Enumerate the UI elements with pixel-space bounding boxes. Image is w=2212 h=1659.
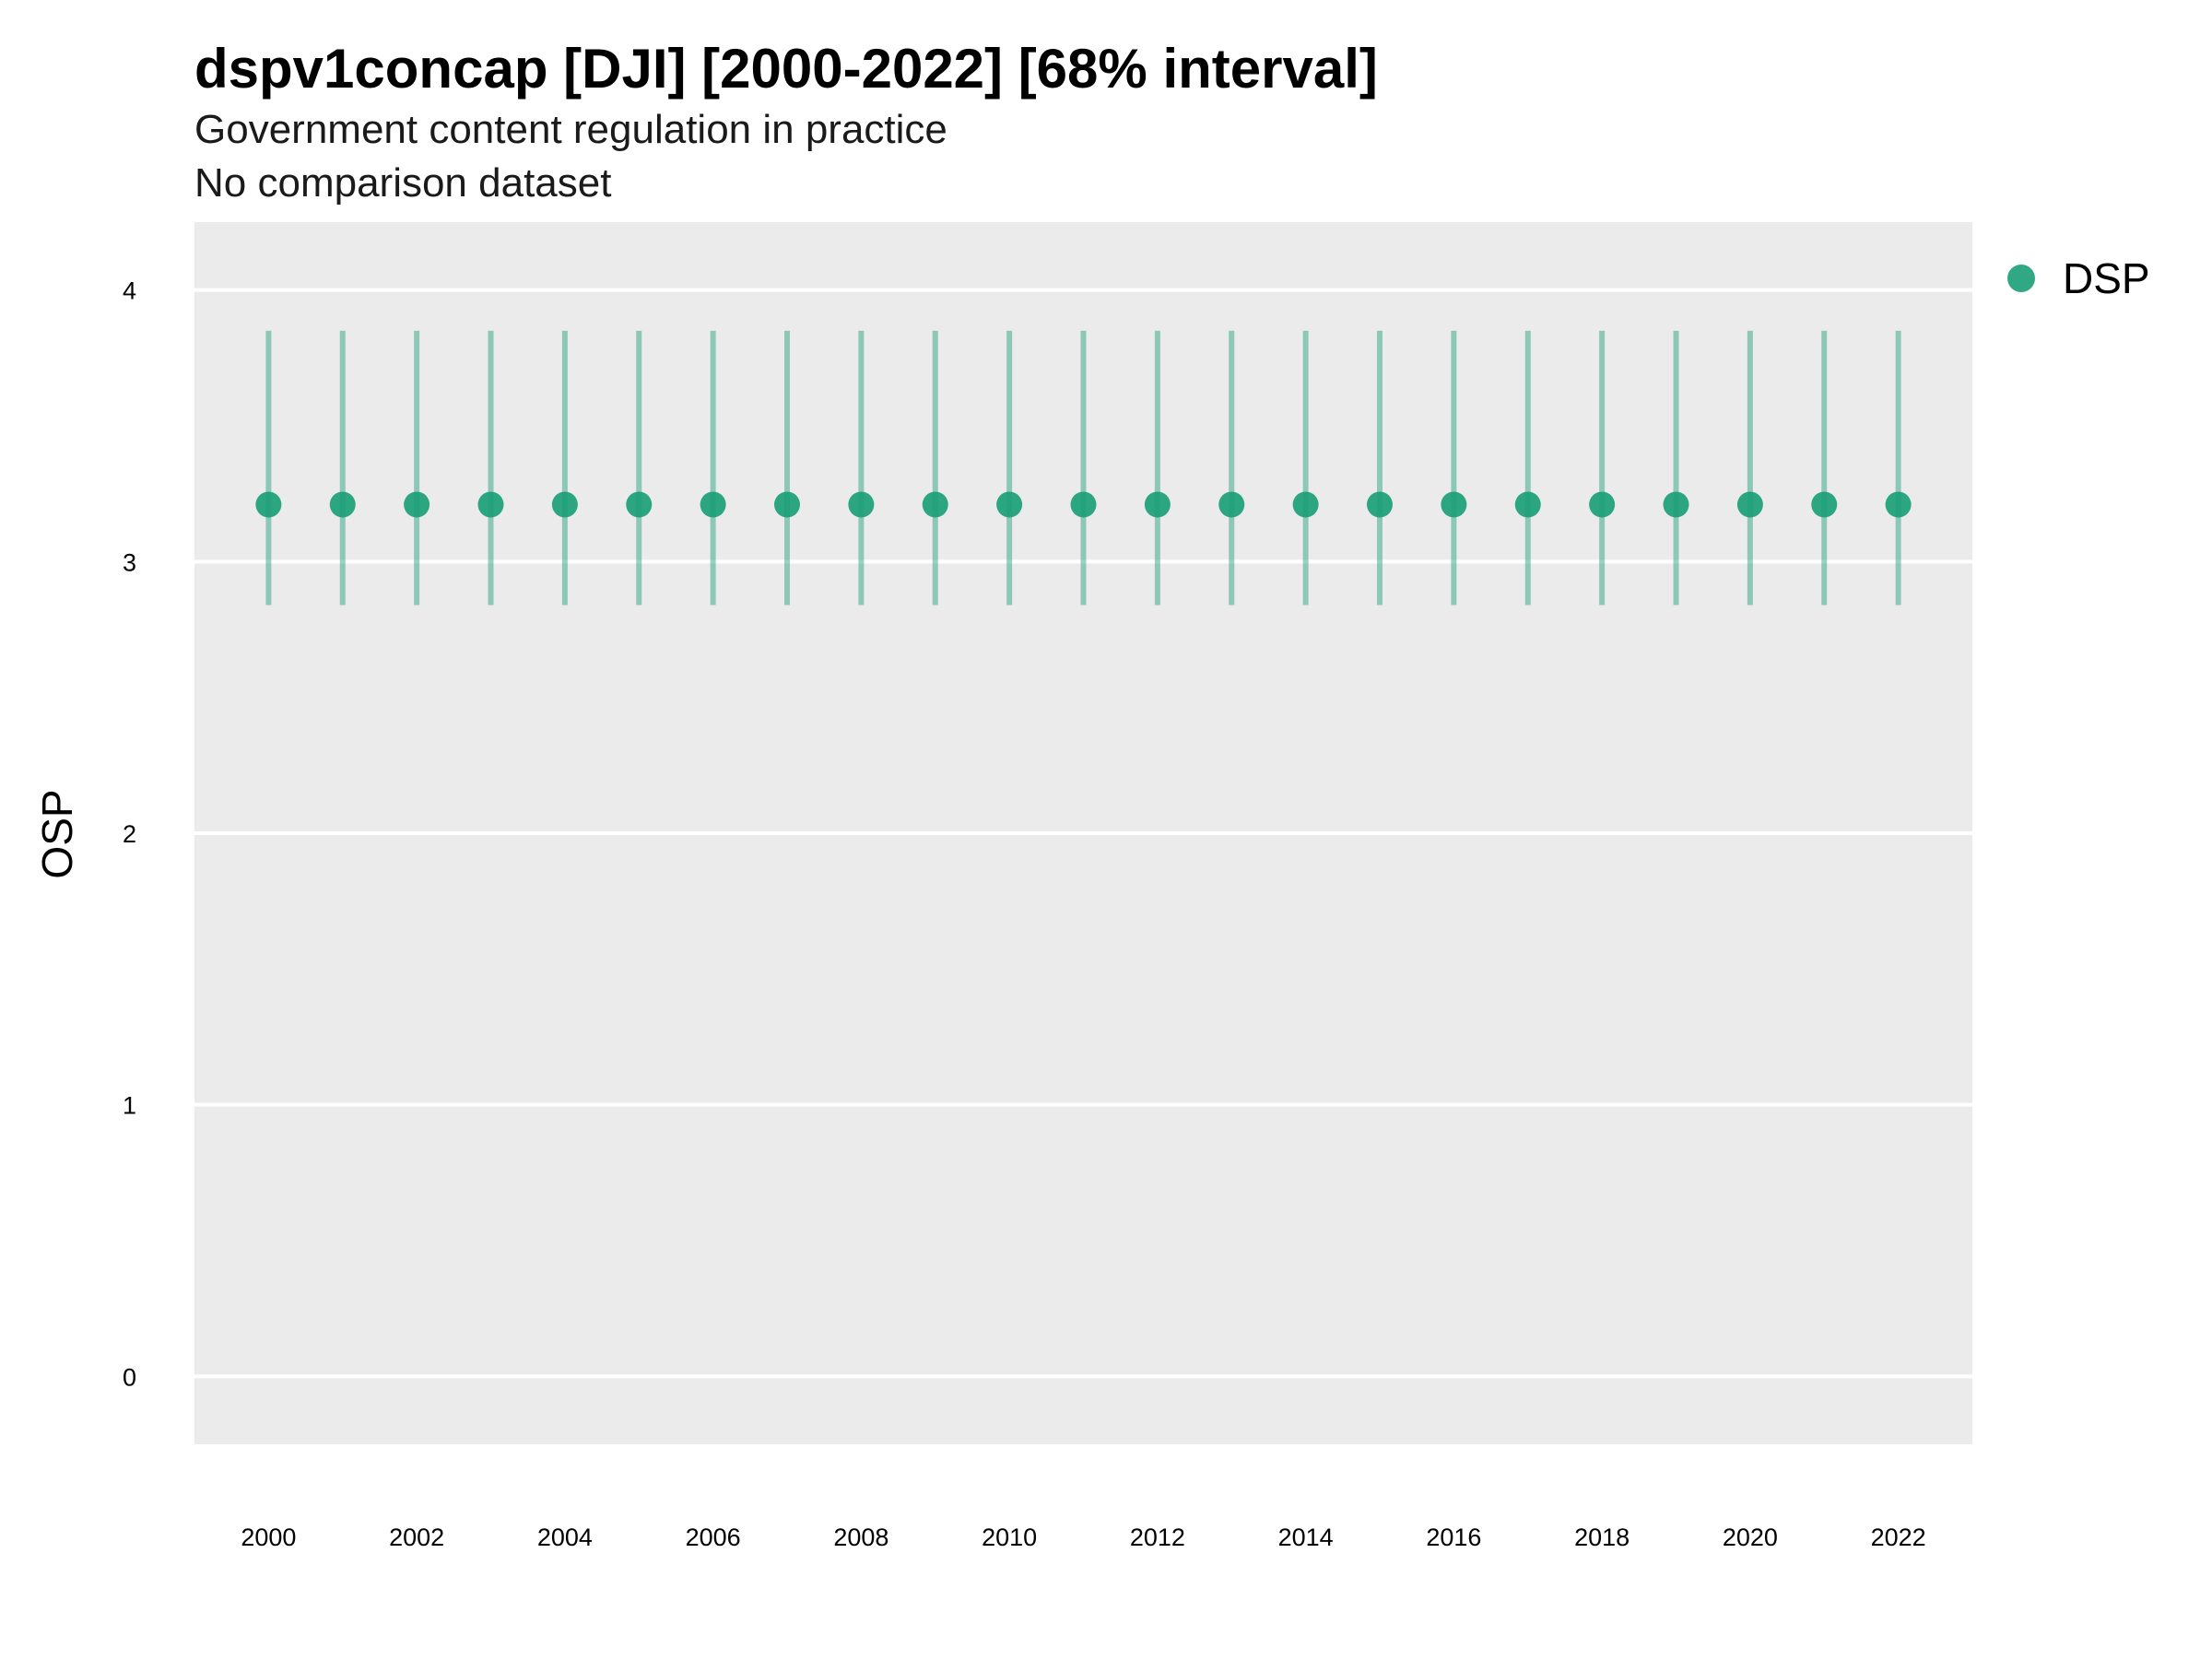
- chart-title: dspv1concap [DJI] [2000-2022] [68% inter…: [194, 38, 1378, 100]
- x-tick-label: 2004: [537, 1524, 593, 1551]
- data-point: [996, 491, 1023, 518]
- grid-lines: [194, 288, 1972, 1379]
- x-tick-label: 2000: [241, 1524, 296, 1551]
- x-tick-label: 2022: [1871, 1524, 1926, 1551]
- y-axis-label: OSP: [33, 789, 81, 878]
- chart-subtitle: Government content regulation in practic…: [194, 107, 947, 152]
- data-point: [774, 491, 800, 518]
- x-tick-label: 2016: [1426, 1524, 1481, 1551]
- legend: DSP: [2007, 254, 2150, 302]
- legend-label-dsp: DSP: [2063, 254, 2150, 302]
- x-tick-label: 2014: [1278, 1524, 1334, 1551]
- data-point: [1811, 491, 1838, 518]
- y-tick-label: 4: [123, 277, 136, 305]
- y-axis-ticks: 0 1 2 3 4: [123, 277, 136, 1392]
- data-point: [922, 491, 948, 518]
- data-point: [551, 491, 578, 518]
- data-point: [255, 491, 282, 518]
- data-point: [404, 491, 430, 518]
- x-axis-ticks: 2000 2002 2004 2006 2008 2010 2012 2014 2016 2018…: [241, 1524, 1925, 1551]
- data-point: [848, 491, 875, 518]
- data-point: [1885, 491, 1912, 518]
- data-point: [626, 491, 653, 518]
- y-tick-label: 2: [123, 820, 136, 848]
- x-tick-label: 2018: [1574, 1524, 1630, 1551]
- x-tick-label: 2006: [686, 1524, 741, 1551]
- data-point: [1218, 491, 1245, 518]
- data-point: [1663, 491, 1689, 518]
- chart-caption-line: No comparison dataset: [194, 160, 611, 206]
- data-point: [1144, 491, 1171, 518]
- data-point: [477, 491, 504, 518]
- y-tick-label: 0: [123, 1363, 136, 1391]
- x-tick-label: 2002: [389, 1524, 444, 1551]
- x-tick-label: 2020: [1723, 1524, 1778, 1551]
- y-tick-label: 3: [123, 548, 136, 576]
- legend-key-dsp: [2007, 265, 2035, 292]
- data-point: [1736, 491, 1763, 518]
- data-point: [1589, 491, 1616, 518]
- data-point: [1367, 491, 1393, 518]
- data-marks: [255, 330, 1912, 606]
- data-point: [700, 491, 726, 518]
- data-point: [1441, 491, 1467, 518]
- x-tick-label: 2008: [833, 1524, 888, 1551]
- x-tick-label: 2010: [982, 1524, 1037, 1551]
- x-tick-label: 2012: [1130, 1524, 1185, 1551]
- data-point: [1292, 491, 1319, 518]
- data-point: [1514, 491, 1541, 518]
- data-point: [1070, 491, 1097, 518]
- data-point: [329, 491, 356, 518]
- y-tick-label: 1: [123, 1092, 136, 1120]
